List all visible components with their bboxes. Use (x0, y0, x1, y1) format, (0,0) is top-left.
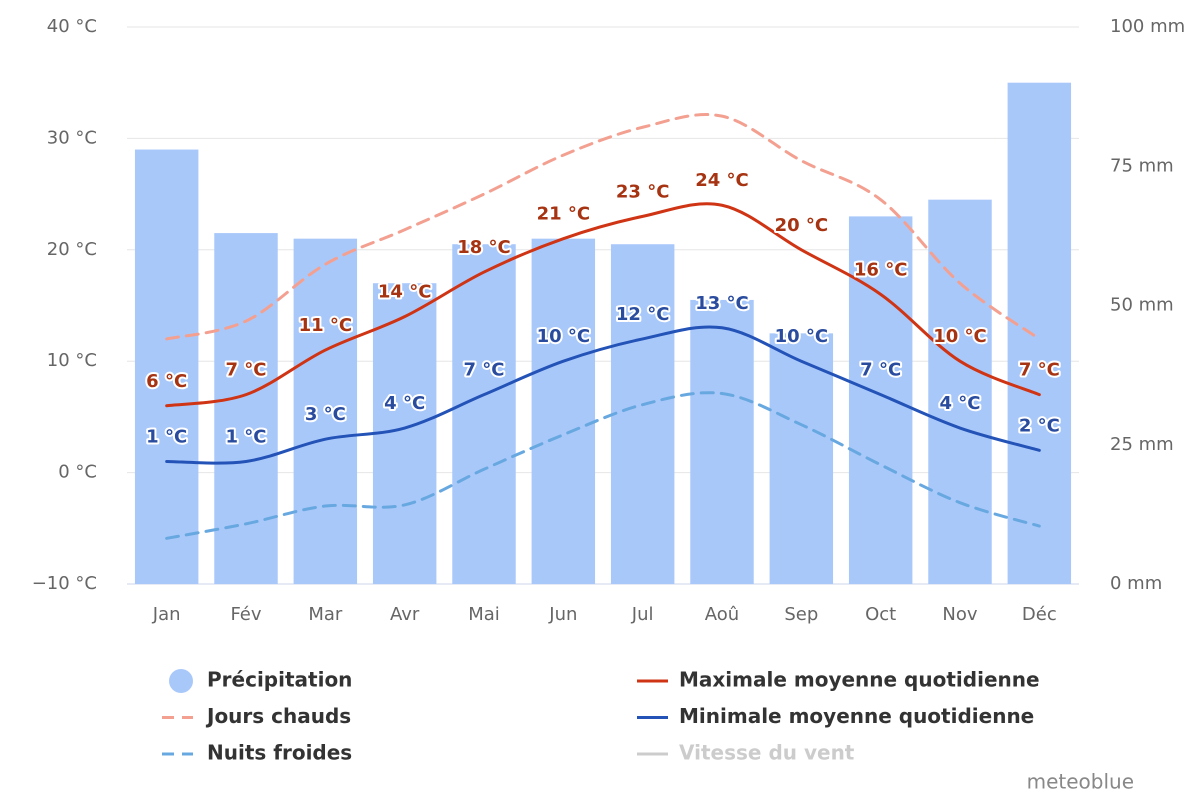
x-tick-label: Nov (942, 604, 977, 625)
legend-item: Jours chauds (162, 704, 351, 728)
legend-item: Vitesse du vent (637, 741, 855, 765)
y-tick-label: 10 °C (47, 350, 97, 371)
data-label: 1 °C (225, 426, 266, 447)
y-tick-label: −10 °C (32, 573, 97, 594)
bar (1007, 82, 1072, 584)
bar (928, 199, 992, 585)
data-label: 4 °C (939, 393, 980, 414)
bar (531, 238, 596, 584)
data-label: 24 °C (695, 170, 749, 191)
data-label: 14 °C (378, 282, 432, 303)
x-tick-label: Oct (865, 604, 896, 625)
x-tick-label: Mar (308, 604, 343, 625)
legend-item: Précipitation (169, 668, 352, 693)
legend-label: Nuits froides (207, 741, 352, 765)
legend-label: Minimale moyenne quotidienne (679, 704, 1034, 728)
line (165, 202, 1041, 408)
y-tick-label: 30 °C (47, 127, 97, 148)
data-label: 11 °C (299, 315, 353, 336)
bar (610, 244, 675, 585)
data-label: 18 °C (457, 237, 511, 258)
x-tick-label: Déc (1022, 604, 1057, 625)
y-tick-label: 40 °C (47, 16, 97, 37)
data-label: 10 °C (537, 326, 591, 347)
y2-tick-label: 100 mm (1110, 16, 1185, 37)
x-tick-label: Sep (784, 604, 818, 625)
line (165, 391, 1041, 540)
data-label: 21 °C (537, 204, 591, 225)
bar (848, 216, 913, 584)
legend-symbol (169, 669, 193, 693)
y2-tick-label: 75 mm (1110, 155, 1174, 176)
x-tick-label: Aoû (705, 604, 739, 625)
data-label: 7 °C (463, 360, 504, 381)
data-labels: 6 °C 7 °C 11 °C 14 °C 18 °C 21 °C 23 °C 24 °C 20… (144, 168, 1062, 449)
lines (165, 113, 1041, 540)
data-label: 4 °C (384, 393, 425, 414)
x-tick-label: Fév (230, 604, 261, 625)
data-label: 10 °C (775, 326, 829, 347)
y2-tick-label: 50 mm (1110, 295, 1174, 316)
legend-item: Maximale moyenne quotidienne (637, 668, 1040, 692)
y2-tick-label: 0 mm (1110, 573, 1162, 594)
x-tick-label: Jun (548, 604, 577, 625)
line (165, 113, 1041, 341)
data-label: 20 °C (775, 215, 829, 236)
data-label: 7 °C (860, 360, 901, 381)
data-label: 12 °C (616, 304, 670, 325)
bar (214, 233, 278, 584)
data-label: 7 °C (1019, 360, 1060, 381)
bar (134, 149, 199, 585)
data-label: 10 °C (933, 326, 987, 347)
x-tick-label: Avr (390, 604, 420, 625)
x-tick-label: Jan (152, 604, 181, 625)
bar (452, 244, 516, 585)
credit: meteoblue (1027, 770, 1134, 794)
legend-label: Précipitation (207, 668, 352, 692)
line (165, 325, 1041, 465)
y2-tick-label: 25 mm (1110, 434, 1174, 455)
legend-label: Vitesse du vent (679, 741, 855, 765)
y-tick-label: 20 °C (47, 239, 97, 260)
legend-label: Jours chauds (205, 704, 351, 728)
bar (769, 333, 834, 584)
x-tick-label: Mai (468, 604, 500, 625)
data-label: 16 °C (854, 259, 908, 280)
data-label: 3 °C (305, 404, 346, 425)
legend-label: Maximale moyenne quotidienne (679, 668, 1040, 692)
y-tick-label: 0 °C (58, 462, 97, 483)
bar (690, 299, 754, 584)
x-tick-label: Jul (631, 604, 654, 625)
data-label: 2 °C (1019, 415, 1060, 436)
data-label: 23 °C (616, 181, 670, 202)
data-label: 1 °C (146, 426, 187, 447)
bar (293, 238, 358, 584)
data-label: 13 °C (695, 293, 749, 314)
data-label: 7 °C (225, 360, 266, 381)
data-label: 6 °C (146, 371, 187, 392)
legend-item: Minimale moyenne quotidienne (637, 704, 1034, 728)
bars (134, 82, 1072, 585)
legend-item: Nuits froides (162, 741, 352, 765)
